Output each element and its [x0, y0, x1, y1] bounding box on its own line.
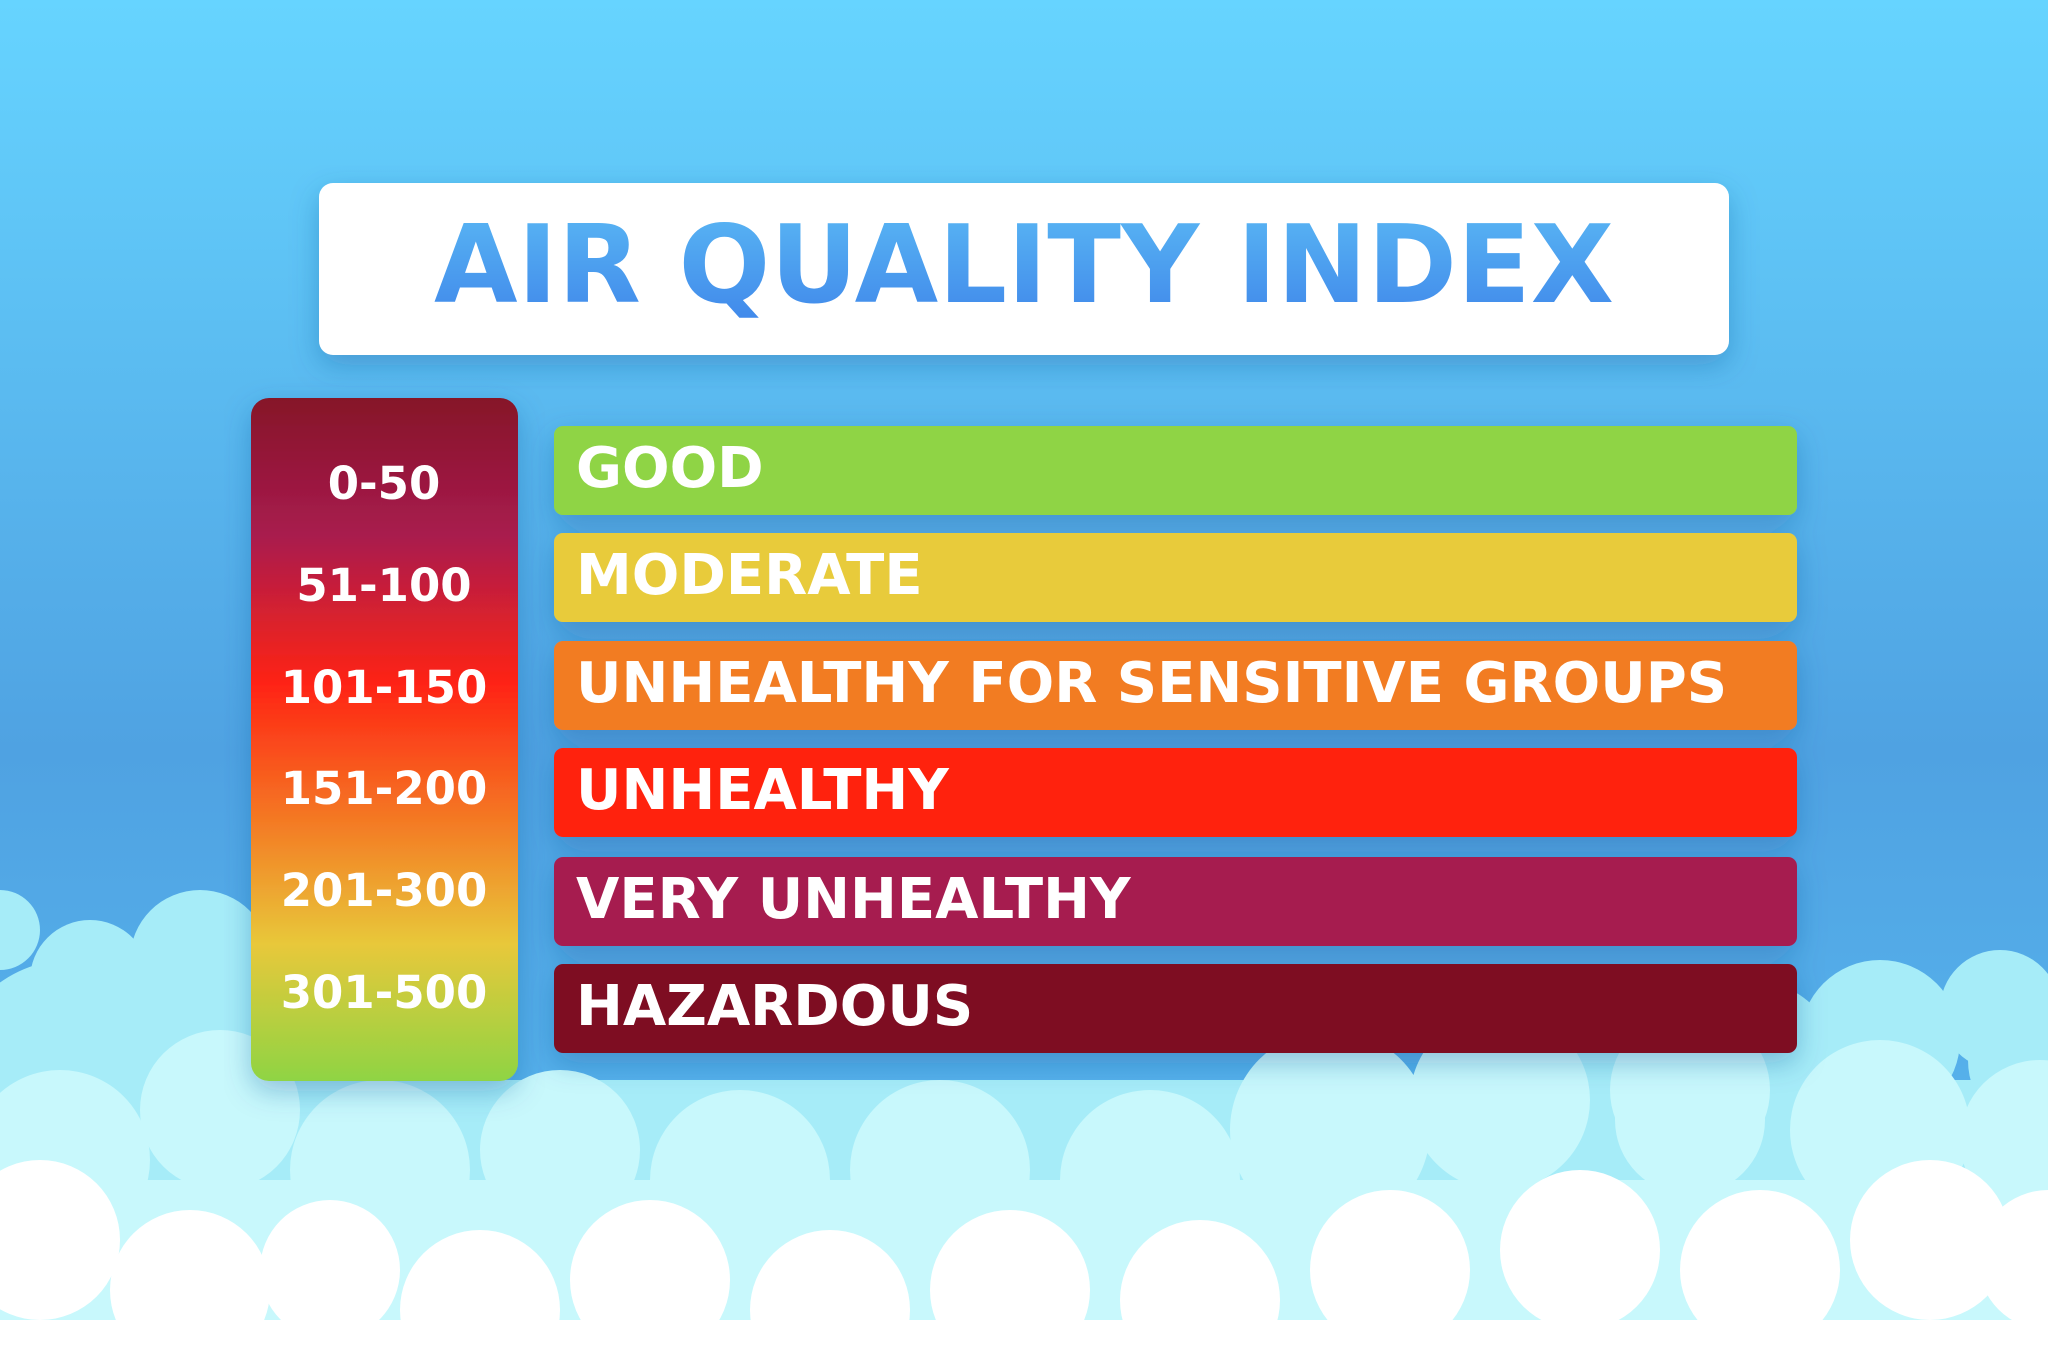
- level-bar: [554, 426, 1797, 515]
- level-label: HAZARDOUS: [576, 974, 973, 1039]
- level-bar: [554, 748, 1797, 837]
- range-label: 151-200: [281, 762, 488, 815]
- level-label: UNHEALTHY: [576, 758, 950, 823]
- level-label: MODERATE: [576, 543, 923, 608]
- clouds-front: [0, 1160, 2048, 1365]
- level-label: UNHEALTHY FOR SENSITIVE GROUPS: [576, 651, 1727, 716]
- level-bars: [554, 426, 1797, 1053]
- range-label: 301-500: [281, 966, 488, 1019]
- level-label: GOOD: [576, 436, 764, 501]
- range-label: 201-300: [281, 864, 488, 917]
- level-label: VERY UNHEALTHY: [576, 867, 1132, 932]
- range-label: 0-50: [328, 457, 441, 510]
- level-bar: [554, 857, 1797, 946]
- range-label: 101-150: [281, 661, 488, 714]
- level-bar: [554, 641, 1797, 730]
- level-bar: [554, 533, 1797, 622]
- level-bar: [554, 964, 1797, 1053]
- range-label: 51-100: [296, 559, 471, 612]
- title-box: [319, 183, 1729, 355]
- scale-panel: [251, 398, 518, 1081]
- title: AIR QUALITY INDEX: [434, 203, 1614, 328]
